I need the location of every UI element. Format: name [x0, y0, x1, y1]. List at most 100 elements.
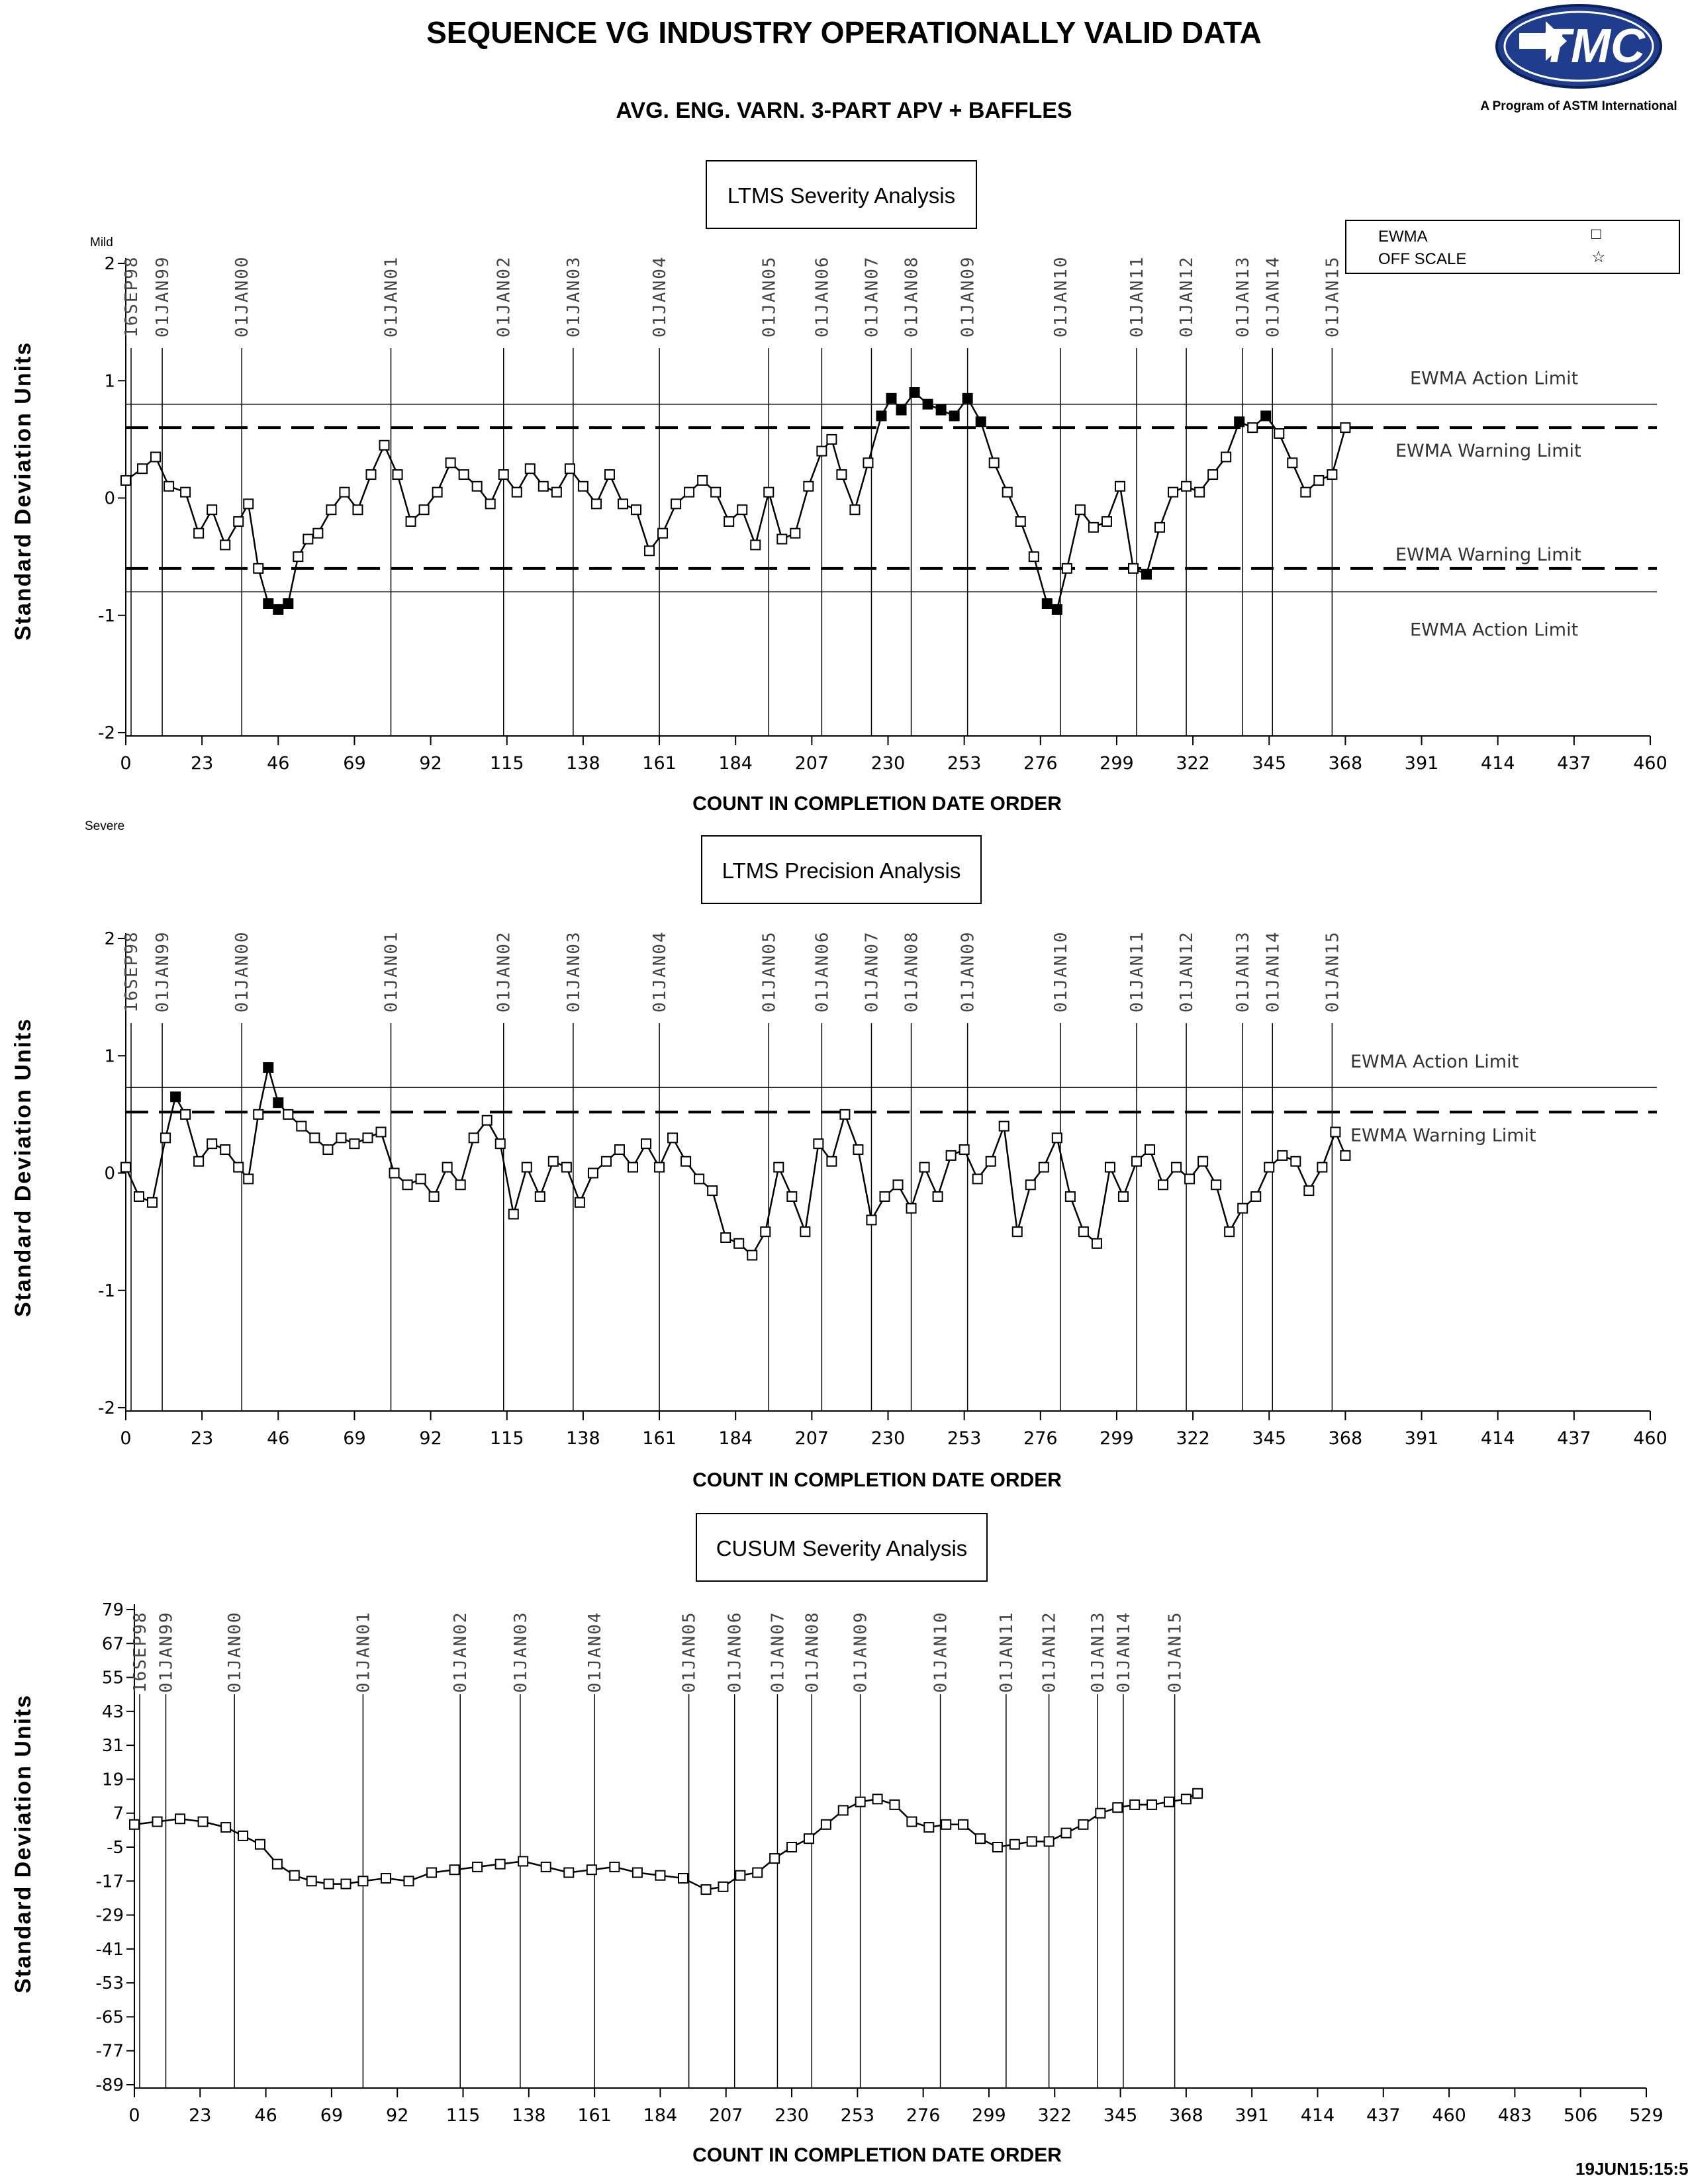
date-marker-label: 01JAN04: [585, 1611, 605, 1693]
x-tick-label: 276: [1023, 1428, 1058, 1449]
y-tick-label: -2: [98, 723, 115, 743]
x-tick-label: 368: [1329, 1428, 1363, 1449]
data-point: [415, 1173, 426, 1185]
data-point: [442, 1161, 453, 1173]
x-tick-label: 0: [120, 753, 131, 774]
limit-label: EWMA Warning Limit: [1395, 545, 1581, 565]
data-point: [671, 498, 682, 510]
y-tick-label: 1: [104, 1046, 115, 1066]
data-point: [238, 1830, 249, 1841]
x-tick-label: 345: [1252, 1428, 1286, 1449]
data-point: [1009, 1839, 1020, 1850]
date-marker-label: 01JAN04: [650, 931, 670, 1013]
data-point: [349, 1138, 360, 1150]
date-marker-label: 01JAN03: [564, 255, 584, 338]
x-tick-label: 46: [267, 753, 289, 774]
data-point: [803, 480, 814, 492]
data-point: [958, 1819, 969, 1830]
data-point: [1207, 469, 1219, 480]
y-tick-label: -65: [96, 2007, 124, 2027]
x-tick-label: 69: [320, 2105, 343, 2126]
data-point: [786, 1191, 798, 1202]
data-point: [197, 1816, 209, 1827]
x-tick-label: 23: [189, 2105, 211, 2126]
x-tick-label: 184: [718, 1428, 753, 1449]
data-point: [323, 1878, 334, 1889]
y-tick-label: 55: [102, 1668, 124, 1688]
timestamp: 19JUN15:15:54: [1575, 2159, 1688, 2179]
y-tick-label: 43: [102, 1702, 124, 1722]
data-point: [1287, 457, 1298, 469]
data-point: [540, 1861, 551, 1872]
data-point: [959, 1144, 970, 1156]
data-point: [816, 445, 827, 457]
data-point: [1194, 486, 1205, 498]
data-point: [786, 1842, 798, 1852]
x-tick-label: 138: [512, 2105, 546, 2126]
x-tick-label: 276: [906, 2105, 941, 2126]
data-point: [872, 1794, 883, 1805]
data-point: [1171, 1161, 1182, 1173]
data-point: [405, 516, 416, 527]
data-point: [1163, 1796, 1174, 1807]
data-point: [1300, 486, 1311, 498]
data-point: [152, 1816, 163, 1827]
date-marker-label: 01JAN09: [959, 931, 978, 1013]
date-marker-label: 01JAN07: [768, 1611, 788, 1693]
data-point: [1091, 1238, 1102, 1249]
data-point: [962, 392, 973, 404]
data-point: [577, 480, 588, 492]
x-tick-label: 529: [1629, 2105, 1664, 2126]
data-point: [271, 1858, 283, 1870]
data-point: [263, 598, 274, 610]
data-point: [1011, 1226, 1023, 1238]
data-point: [988, 457, 1000, 469]
limit-label: EWMA Action Limit: [1410, 619, 1578, 640]
x-tick-label: 92: [386, 2105, 408, 2126]
precision-chart: -2 -1 0 1 2 0 23 46 69 92 115 138 161 184 207 230 253 276…: [98, 929, 1667, 1449]
data-point: [836, 469, 847, 480]
data-point: [641, 1138, 652, 1150]
y-tick-label: -1: [98, 1281, 115, 1301]
data-point: [253, 1109, 264, 1120]
data-point: [468, 1132, 479, 1144]
data-point: [340, 1878, 352, 1889]
x-tick-label: 506: [1564, 2105, 1598, 2126]
data-point: [654, 1161, 665, 1173]
data-point: [1078, 1226, 1089, 1238]
x-tick-label: 92: [419, 753, 442, 774]
data-point: [945, 1150, 957, 1161]
data-point: [1224, 1226, 1235, 1238]
date-marker-label: 01JAN14: [1263, 255, 1283, 338]
y-tick-label: -5: [107, 1838, 124, 1858]
data-point: [322, 1144, 334, 1156]
data-point: [769, 1853, 780, 1864]
data-point: [455, 1179, 466, 1191]
data-point: [220, 1144, 231, 1156]
date-marker-label: 01JAN06: [812, 255, 832, 338]
data-point: [803, 1833, 814, 1844]
date-marker-label: 01JAN06: [726, 1611, 745, 1693]
x-tick-label: 483: [1498, 2105, 1532, 2126]
severe-label: Severe: [85, 819, 125, 833]
data-point: [458, 469, 469, 480]
data-point: [263, 1062, 274, 1073]
data-point: [667, 1132, 679, 1144]
data-point: [1181, 480, 1192, 492]
date-marker-label: 01JAN14: [1263, 931, 1283, 1013]
data-point: [975, 416, 986, 428]
severity-chart: -2 -1 0 1 2 0 23 46 69 92 115 138 161 184 207 230 253 276…: [98, 254, 1667, 774]
x-tick-label: 207: [709, 2105, 743, 2126]
data-point: [365, 469, 377, 480]
date-marker-label: 01JAN07: [862, 255, 882, 338]
data-point: [147, 1197, 158, 1208]
date-marker-label: 01JAN10: [1051, 931, 1071, 1013]
data-point: [1101, 516, 1112, 527]
data-point: [1327, 469, 1338, 480]
data-point: [1141, 569, 1152, 580]
x-tick-label: 414: [1481, 1428, 1515, 1449]
date-marker-label: 01JAN13: [1088, 1611, 1108, 1693]
data-point: [609, 1861, 620, 1872]
x-tick-label: 207: [795, 1428, 829, 1449]
data-point: [720, 1232, 731, 1243]
